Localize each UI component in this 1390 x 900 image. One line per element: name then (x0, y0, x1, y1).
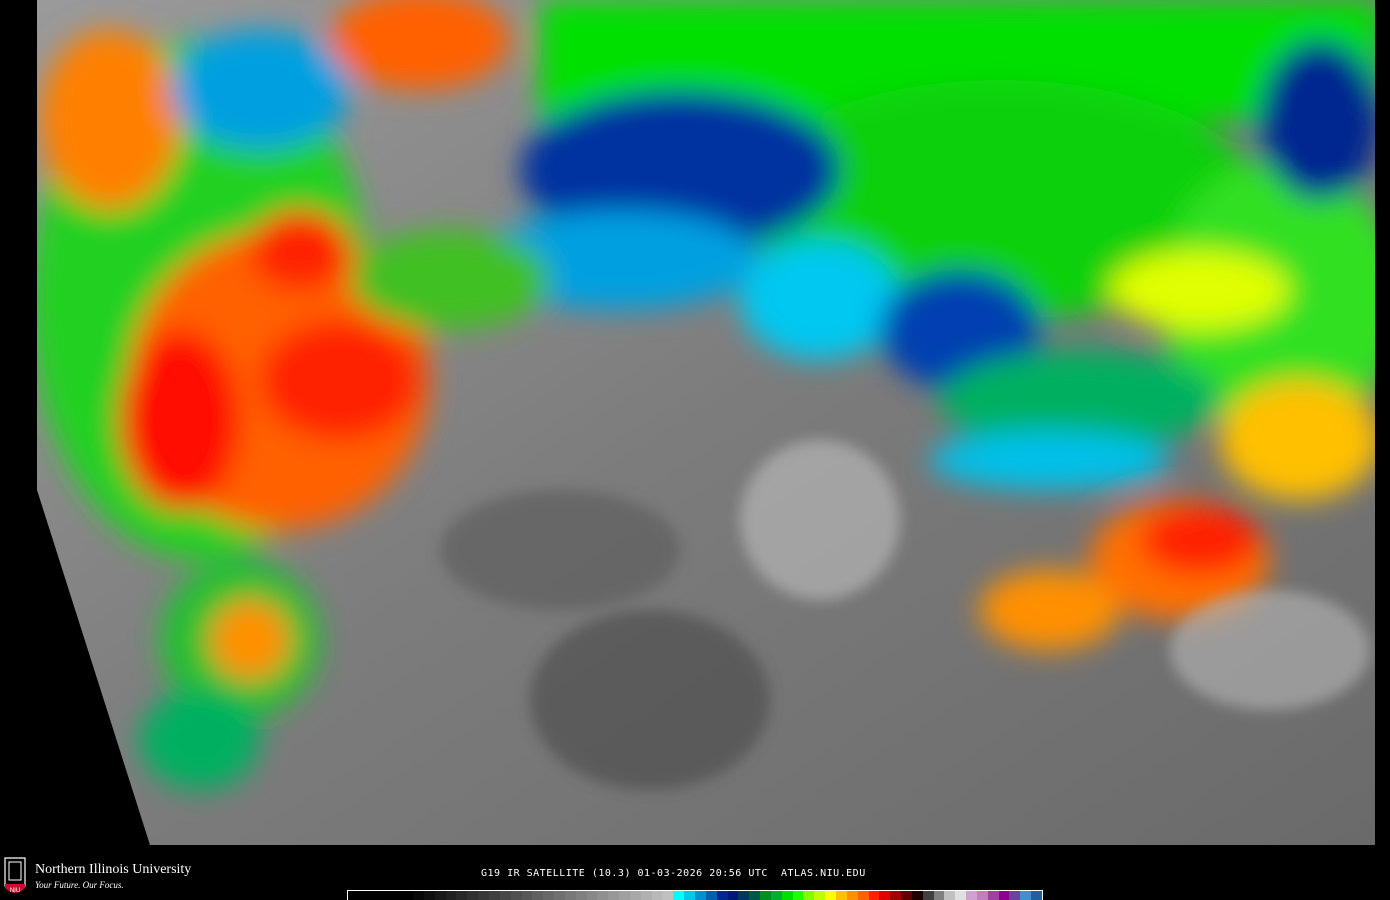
satellite-map (37, 0, 1375, 845)
colorbar-swatch (803, 891, 815, 900)
colorbar-swatch (955, 891, 967, 900)
colorbar-swatch (998, 891, 1010, 900)
colorbar-swatch (1020, 891, 1032, 900)
colorbar-swatch (348, 891, 359, 900)
colorbar-swatch (651, 891, 663, 900)
university-name: Northern Illinois University (35, 862, 192, 877)
colorbar-swatch (695, 891, 706, 900)
colorbar-swatch (543, 891, 555, 900)
colorbar-swatch (434, 891, 446, 900)
colorbar-swatch (608, 891, 620, 900)
colorbar-swatch (727, 891, 739, 900)
colorbar-swatch (684, 891, 695, 900)
cloud-layer (37, 0, 1375, 790)
colorbar-swatch (586, 891, 598, 900)
colorbar-swatch (673, 891, 685, 900)
colorbar-swatch (770, 891, 782, 900)
colorbar-swatch (890, 891, 902, 900)
colorbar-swatch (857, 891, 869, 900)
colorbar-swatch (554, 891, 565, 900)
colorbar-swatch (510, 891, 522, 900)
colorbar-swatch (488, 891, 500, 900)
colorbar-swatch (619, 891, 630, 900)
colorbar-swatch (835, 891, 847, 900)
colorbar-swatch (391, 891, 403, 900)
colorbar-swatch (792, 891, 804, 900)
colorbar-swatch (1031, 891, 1042, 900)
colorbar-swatch (781, 891, 793, 900)
university-tagline: Your Future. Our Focus. (35, 880, 124, 890)
colorbar-swatch (944, 891, 956, 900)
colorbar-swatch (966, 891, 977, 900)
colorbar-swatch (987, 891, 999, 900)
colorbar-swatch (922, 891, 934, 900)
colorbar-swatch (868, 891, 880, 900)
colorbar-swatch (911, 891, 923, 900)
colorbar-swatch (879, 891, 891, 900)
image-caption: G19 IR SATELLITE (10.3) 01-03-2026 20:56… (481, 868, 866, 879)
svg-text:NIU: NIU (10, 888, 20, 894)
niu-logo: NIU Northern Illinois University Your Fu… (2, 856, 242, 898)
colorbar-swatch (901, 891, 912, 900)
colorbar-swatch (358, 891, 370, 900)
colorbar-swatch (825, 891, 836, 900)
colorbar-swatch (716, 891, 728, 900)
colorbar-swatch (521, 891, 533, 900)
colorbar-swatch (575, 891, 587, 900)
colorbar-swatch (705, 891, 717, 900)
colorbar-swatch (640, 891, 652, 900)
colorbar-swatch (976, 891, 988, 900)
colorbar-swatch (846, 891, 858, 900)
colorbar-swatch (749, 891, 761, 900)
colorbar-swatch (380, 891, 392, 900)
temperature-colorbar (347, 890, 1043, 900)
colorbar-swatch (369, 891, 381, 900)
colorbar-swatch (629, 891, 641, 900)
colorbar-swatch (445, 891, 457, 900)
colorbar-swatch (1009, 891, 1021, 900)
colorbar-swatch (467, 891, 479, 900)
colorbar-swatch (933, 891, 945, 900)
colorbar-swatch (456, 891, 468, 900)
colorbar-swatch (597, 891, 609, 900)
colorbar-swatch (499, 891, 511, 900)
colorbar-swatch (402, 891, 414, 900)
colorbar-swatch (738, 891, 750, 900)
colorbar-swatch (423, 891, 435, 900)
colorbar-swatch (564, 891, 576, 900)
colorbar-swatch (413, 891, 424, 900)
colorbar-swatch (478, 891, 489, 900)
colorbar-swatch (760, 891, 771, 900)
colorbar-swatch (662, 891, 674, 900)
colorbar-swatch (814, 891, 826, 900)
niu-crest-icon: NIU (4, 857, 26, 894)
colorbar-swatch (532, 891, 544, 900)
